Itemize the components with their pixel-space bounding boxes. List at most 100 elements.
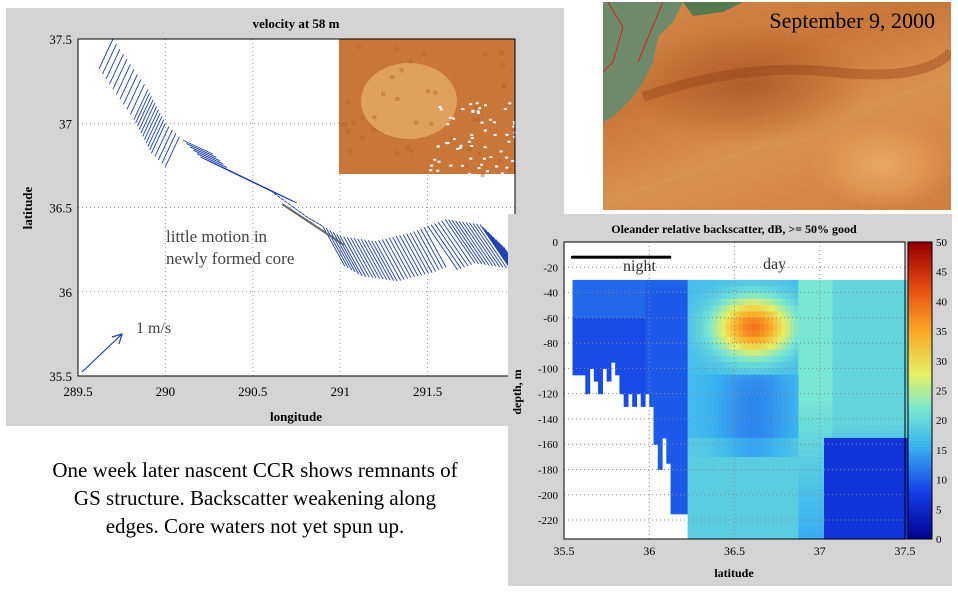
backscatter-cell [705, 419, 710, 426]
backscatter-cell [777, 387, 782, 394]
inset-texture [358, 45, 362, 49]
backscatter-cell [713, 514, 718, 521]
backscatter-cell [777, 507, 782, 514]
colorbar-segment [908, 254, 932, 257]
backscatter-cell [585, 356, 590, 363]
backscatter-cell [790, 507, 795, 514]
backscatter-cell [735, 501, 740, 508]
backscatter-cell [764, 280, 769, 287]
backscatter-cell [679, 368, 684, 375]
backscatter-cell [896, 419, 901, 426]
backscatter-cell [679, 305, 684, 312]
backscatter-cell [709, 330, 714, 337]
backscatter-cell [833, 451, 838, 458]
backscatter-cell [743, 476, 748, 483]
backscatter-cell [730, 432, 735, 439]
backscatter-cell [833, 318, 838, 325]
backscatter-cell [602, 318, 607, 325]
backscatter-cell [850, 299, 855, 306]
backscatter-cell [807, 444, 812, 451]
backscatter-cell [773, 343, 778, 350]
backscatter-cell [666, 280, 671, 287]
backscatter-cell [824, 324, 829, 331]
backscatter-cell [884, 507, 889, 514]
backscatter-cell [867, 476, 872, 483]
backscatter-cell [888, 400, 893, 407]
backscatter-cell [807, 488, 812, 495]
backscatter-cell [628, 375, 633, 382]
backscatter-cell [662, 425, 667, 432]
backscatter-cell [828, 469, 833, 476]
backscatter-cell [845, 482, 850, 489]
backscatter-cell [607, 343, 612, 350]
backscatter-cell [781, 507, 786, 514]
backscatter-cell [896, 330, 901, 337]
backscatter-cell [871, 444, 876, 451]
inset-texture [344, 123, 348, 127]
backscatter-cell [833, 495, 838, 502]
backscatter-cell [854, 520, 859, 527]
backscatter-cell [803, 514, 808, 521]
backscatter-cell [773, 293, 778, 300]
backscatter-cell [807, 457, 812, 464]
backscatter-cell [756, 343, 761, 350]
backscatter-cell [696, 375, 701, 382]
backscatter-cell [730, 280, 735, 287]
backscatter-cell [654, 394, 659, 401]
backscatter-cell [705, 495, 710, 502]
backscatter-cell [688, 495, 693, 502]
backscatter-cell [705, 381, 710, 388]
night-track-dots [571, 256, 671, 259]
backscatter-cell [743, 324, 748, 331]
backscatter-cell [726, 469, 731, 476]
backscatter-cell [641, 368, 646, 375]
backscatter-cell [879, 457, 884, 464]
backscatter-cell [824, 368, 829, 375]
backscatter-cell [798, 280, 803, 287]
backscatter-cell [858, 406, 863, 413]
backscatter-cell [636, 293, 641, 300]
backscatter-cell [671, 501, 676, 508]
backscatter-cell [854, 482, 859, 489]
backscatter-cell [615, 318, 620, 325]
backscatter-x-tick-label: 35.5 [554, 544, 575, 558]
backscatter-cell [717, 444, 722, 451]
backscatter-cell [602, 280, 607, 287]
backscatter-cell [828, 406, 833, 413]
backscatter-cell [709, 476, 714, 483]
backscatter-cell [769, 482, 774, 489]
backscatter-cell [884, 406, 889, 413]
backscatter-cell [700, 368, 705, 375]
backscatter-cell [764, 356, 769, 363]
backscatter-cell [739, 293, 744, 300]
backscatter-cell [666, 293, 671, 300]
backscatter-cell [781, 293, 786, 300]
backscatter-cell [756, 394, 761, 401]
backscatter-cell [658, 356, 663, 363]
backscatter-cell [645, 286, 650, 293]
backscatter-cell [781, 280, 786, 287]
backscatter-cell [717, 514, 722, 521]
backscatter-cell [896, 381, 901, 388]
backscatter-cell [649, 286, 654, 293]
backscatter-cell [845, 406, 850, 413]
backscatter-cell [850, 520, 855, 527]
colorbar-segment [908, 527, 932, 530]
backscatter-cell [845, 324, 850, 331]
backscatter-cell [786, 469, 791, 476]
backscatter-cell [713, 463, 718, 470]
backscatter-cell [679, 337, 684, 344]
inset-cloud-speck [504, 108, 507, 110]
scale-label: 1 m/s [136, 320, 171, 337]
backscatter-cell [709, 394, 714, 401]
backscatter-cell [594, 293, 599, 300]
backscatter-cell [794, 330, 799, 337]
backscatter-cell [777, 343, 782, 350]
backscatter-cell [747, 495, 752, 502]
colorbar-tick-label: 30 [936, 356, 948, 368]
backscatter-cell [871, 438, 876, 445]
backscatter-cell [773, 419, 778, 426]
backscatter-cell [632, 381, 637, 388]
backscatter-cell [781, 337, 786, 344]
backscatter-cell [700, 444, 705, 451]
